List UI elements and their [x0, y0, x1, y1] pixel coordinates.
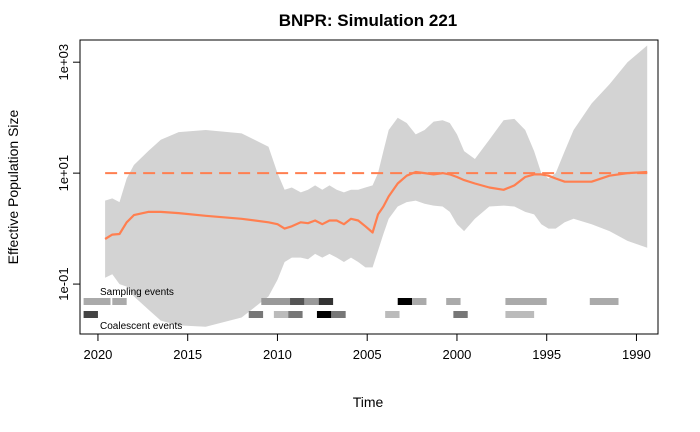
event-block [304, 298, 319, 305]
x-tick-label: 2020 [83, 347, 112, 362]
event-block [248, 311, 264, 318]
y-axis: 1e-01 1e+01 1e+03 [56, 44, 81, 301]
event-block [446, 298, 461, 305]
chart-title: BNPR: Simulation 221 [279, 11, 458, 30]
event-block [412, 298, 427, 305]
credible-band-layer [105, 45, 648, 327]
x-tick-label: 1995 [532, 347, 561, 362]
event-block [589, 298, 619, 305]
event-block [385, 311, 400, 318]
credible-band [105, 45, 648, 327]
x-tick-label: 1990 [622, 347, 651, 362]
event-block [273, 311, 289, 318]
x-tick-label: 2015 [173, 347, 202, 362]
event-strip-label: Coalescent events [100, 321, 182, 332]
y-tick-label: 1e+01 [56, 155, 71, 192]
event-block [83, 298, 111, 305]
event-block [453, 311, 468, 318]
event-block [112, 298, 127, 305]
y-axis-label: Effective Population Size [5, 109, 21, 264]
x-tick-label: 2005 [353, 347, 382, 362]
x-axis: 2020 2015 2010 2005 2000 1995 1990 [83, 333, 651, 362]
median-estimate-line [104, 170, 648, 240]
x-axis-label: Time [353, 394, 384, 410]
x-tick-label: 2000 [442, 347, 471, 362]
event-block [290, 298, 305, 305]
event-block [316, 311, 332, 318]
event-strips-layer: Sampling events Coalescent events [83, 287, 619, 332]
event-block [318, 298, 334, 305]
x-tick-label: 2010 [263, 347, 292, 362]
y-tick-label: 1e+03 [56, 44, 71, 81]
event-block [505, 311, 535, 318]
event-strip-label: Sampling events [100, 287, 174, 298]
event-block [288, 311, 303, 318]
median-line-layer [104, 170, 648, 240]
event-block [83, 311, 98, 318]
event-block [505, 298, 547, 305]
y-tick-label: 1e-01 [56, 267, 71, 300]
event-block [331, 311, 346, 318]
event-block [397, 298, 413, 305]
event-block [261, 298, 291, 305]
